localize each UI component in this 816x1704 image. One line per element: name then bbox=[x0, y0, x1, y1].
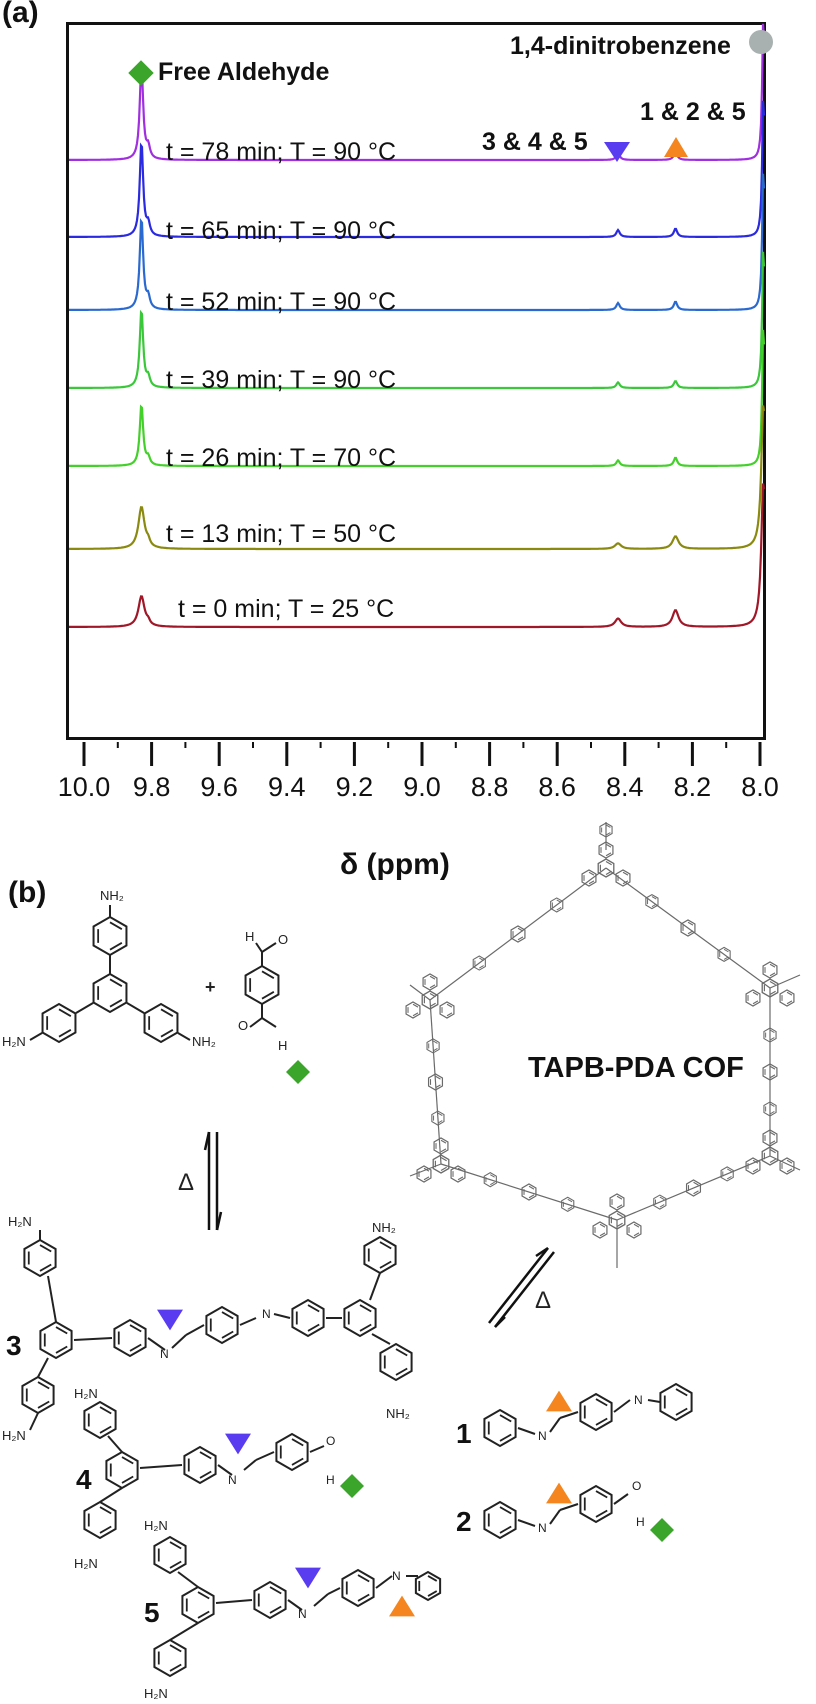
spectrum-trace bbox=[69, 329, 766, 468]
compound-2-label: 2 bbox=[456, 1506, 472, 1537]
x-tick-label: 9.6 bbox=[200, 772, 238, 802]
compound-5-label: 5 bbox=[144, 1597, 160, 1628]
nmr-spectra bbox=[69, 23, 766, 766]
trace-label: t = 13 min; T = 50 °C bbox=[166, 520, 397, 548]
svg-text:NH₂: NH₂ bbox=[386, 1406, 410, 1421]
spectrum-trace bbox=[69, 23, 766, 162]
svg-text:O: O bbox=[238, 1018, 248, 1033]
dinitrobenzene-circle-icon bbox=[749, 30, 773, 54]
svg-text:NH₂: NH₂ bbox=[192, 1034, 216, 1049]
svg-text:N: N bbox=[228, 1473, 237, 1487]
x-tick-label: 8.6 bbox=[538, 772, 576, 802]
spectrum-trace bbox=[69, 405, 766, 551]
svg-text:H: H bbox=[636, 1515, 645, 1529]
peak-125-label: 1 & 2 & 5 bbox=[640, 98, 746, 126]
panel-a-label: (a) bbox=[2, 0, 39, 29]
spectrum-trace bbox=[69, 483, 766, 629]
trace-label: t = 52 min; T = 90 °C bbox=[166, 288, 397, 316]
svg-text:N: N bbox=[392, 1569, 401, 1583]
x-tick-label: 8.0 bbox=[741, 772, 779, 802]
compound-4-label: 4 bbox=[76, 1464, 92, 1495]
x-tick-label: 8.8 bbox=[470, 772, 509, 802]
nmr-plot-frame bbox=[66, 22, 766, 740]
x-axis-label: δ (ppm) bbox=[340, 848, 450, 881]
x-tick-label: 8.2 bbox=[673, 772, 712, 802]
spectrum-trace bbox=[69, 251, 766, 390]
svg-text:N: N bbox=[262, 1307, 271, 1321]
trace-label: t = 39 min; T = 90 °C bbox=[166, 366, 397, 394]
svg-text:N: N bbox=[538, 1521, 547, 1535]
svg-text:+: + bbox=[205, 977, 216, 997]
svg-text:H₂N: H₂N bbox=[74, 1556, 98, 1571]
svg-text:H₂N: H₂N bbox=[74, 1386, 98, 1401]
svg-text:Δ: Δ bbox=[178, 1169, 194, 1196]
spectrum-trace bbox=[69, 173, 766, 312]
dinitrobenzene-label: 1,4-dinitrobenzene bbox=[510, 32, 731, 60]
svg-text:O: O bbox=[632, 1479, 641, 1493]
svg-text:N: N bbox=[298, 1607, 307, 1621]
spectrum-trace bbox=[69, 100, 766, 239]
x-tick-label: 9.0 bbox=[403, 772, 441, 802]
peak-345-label: 3 & 4 & 5 bbox=[482, 128, 588, 156]
peak-125-up-triangle-icon bbox=[664, 137, 688, 157]
svg-text:H₂N: H₂N bbox=[2, 1034, 26, 1049]
panel-b-label: (b) bbox=[8, 876, 47, 909]
svg-text:O: O bbox=[326, 1434, 335, 1448]
svg-text:NH₂: NH₂ bbox=[100, 888, 124, 903]
trace-label: t = 26 min; T = 70 °C bbox=[166, 444, 397, 472]
x-tick-label: 9.4 bbox=[268, 772, 306, 802]
x-tick-label: 10.0 bbox=[57, 772, 111, 802]
svg-text:H₂N: H₂N bbox=[2, 1428, 26, 1443]
svg-text:N: N bbox=[538, 1429, 547, 1443]
svg-text:H₂N: H₂N bbox=[144, 1686, 168, 1701]
svg-text:N: N bbox=[634, 1393, 643, 1407]
compound-1-label: 1 bbox=[456, 1418, 472, 1449]
trace-label: t = 65 min; T = 90 °C bbox=[166, 217, 397, 245]
free-aldehyde-label: Free Aldehyde bbox=[158, 58, 330, 86]
svg-text:Δ: Δ bbox=[535, 1287, 551, 1314]
cof-label: TAPB-PDA COF bbox=[528, 1052, 744, 1084]
svg-text:NH₂: NH₂ bbox=[372, 1220, 396, 1235]
trace-label: t = 78 min; T = 90 °C bbox=[166, 138, 397, 166]
trace-label: t = 0 min; T = 25 °C bbox=[178, 595, 395, 623]
peak-345-down-triangle-icon bbox=[604, 142, 630, 162]
x-tick-label: 9.2 bbox=[335, 772, 374, 802]
compound-3-label: 3 bbox=[6, 1330, 22, 1361]
svg-text:H₂N: H₂N bbox=[144, 1518, 168, 1533]
svg-text:N: N bbox=[160, 1347, 169, 1361]
svg-text:H₂N: H₂N bbox=[8, 1214, 32, 1229]
svg-text:O: O bbox=[278, 932, 288, 947]
svg-text:H: H bbox=[278, 1038, 287, 1053]
svg-text:H: H bbox=[326, 1473, 335, 1487]
x-tick-label: 9.8 bbox=[132, 772, 171, 802]
x-tick-label: 8.4 bbox=[606, 772, 644, 802]
svg-text:H: H bbox=[245, 929, 254, 944]
